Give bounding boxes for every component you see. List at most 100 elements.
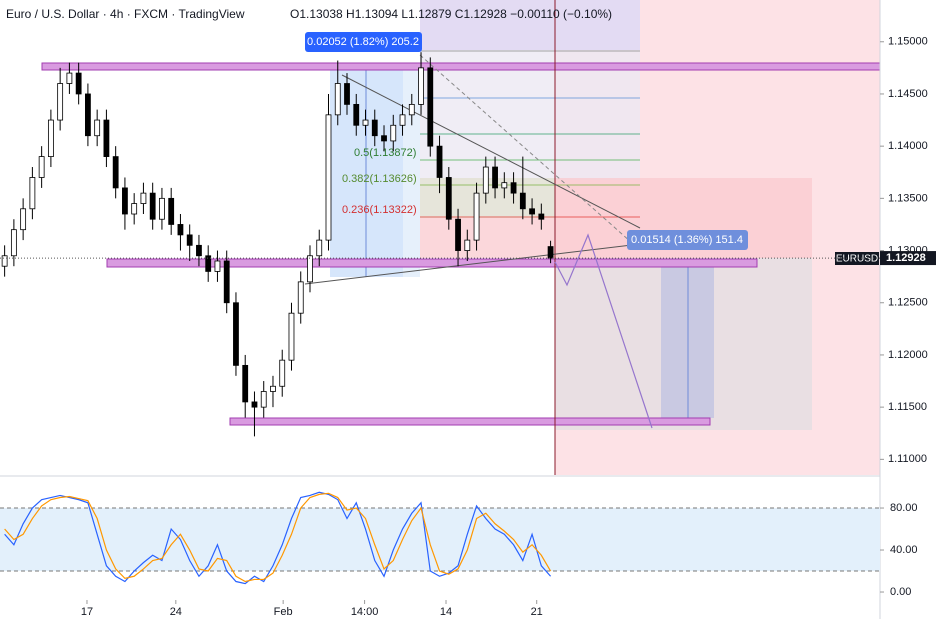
candle-body [168, 197, 175, 225]
candle-body [196, 244, 202, 257]
candle-body [501, 182, 508, 189]
candle-body [94, 119, 101, 137]
resistance-band [41, 62, 881, 71]
candle-body [529, 208, 535, 215]
candle-body [223, 260, 230, 304]
candle-body [307, 255, 313, 283]
candle-body [519, 192, 526, 210]
y-tick-label: 1.12500 [888, 297, 928, 309]
candle-body [353, 103, 360, 126]
y-tick-label: 80.00 [890, 502, 918, 514]
candle-body [112, 156, 119, 189]
candle-body [131, 203, 138, 215]
candle-body [334, 83, 341, 116]
y-tick-label: 1.15000 [888, 36, 928, 48]
x-tick-label: 17 [81, 606, 93, 618]
candle-body [186, 234, 193, 246]
candle-body [233, 302, 239, 366]
trend-line [341, 74, 641, 229]
range-box [403, 63, 420, 277]
candle-body [140, 192, 147, 204]
trend-line [304, 243, 641, 285]
candle-body [103, 119, 110, 157]
candle-body [297, 281, 304, 314]
candle-body [464, 239, 471, 251]
last-price-tag-bg [880, 251, 936, 266]
candle-body [288, 312, 295, 361]
measure-label: 0.02052 (1.82%) 205.2 [307, 36, 419, 48]
candle-body [344, 83, 350, 105]
candle-body [149, 192, 156, 220]
y-tick-label: 1.13500 [888, 192, 928, 204]
y-tick-label: 0.00 [890, 586, 911, 598]
y-tick-label: 1.11500 [888, 401, 927, 413]
x-tick-label: Feb [274, 606, 293, 618]
candle-body [427, 67, 434, 147]
last-price-tag: 1.12928 [886, 252, 926, 264]
measure-label-bg [627, 230, 748, 250]
measure-label-bg [305, 32, 422, 52]
fib-label: 0.382(1.13626) [342, 173, 417, 185]
candle-body [455, 218, 461, 251]
candle-body [214, 260, 221, 272]
measure-label: 0.01514 (1.36%) 151.4 [631, 234, 743, 246]
candle-body [418, 67, 424, 105]
x-tick-label: 21 [531, 606, 543, 618]
oscillator-line [4, 491, 552, 585]
projection [554, 233, 653, 429]
candle-body [242, 364, 249, 403]
candle-body [260, 391, 267, 408]
candle-body [57, 83, 64, 121]
candle-body [270, 385, 276, 392]
candle-body [159, 197, 165, 220]
candle-body [122, 187, 128, 215]
candle-body [279, 359, 286, 387]
drawings: 0.02052 (1.82%) 205.2 0.01514 (1.36%) 15… [41, 0, 881, 475]
y-tick-label: 1.14500 [888, 88, 928, 100]
measure-box [420, 0, 640, 50]
candle-body [510, 182, 517, 194]
candle-body [547, 246, 554, 259]
candle-body [205, 255, 212, 272]
y-tick-label: 1.12000 [888, 349, 928, 361]
ohlc-readout: O1.13038 H1.13094 L1.12879 C1.12928 −0.0… [290, 7, 612, 21]
target-band [229, 417, 711, 426]
candle-body [316, 239, 323, 257]
candle-body [473, 192, 480, 241]
candle-body [492, 166, 498, 189]
y-tick-label: 40.00 [890, 544, 918, 556]
oscillator-line [4, 492, 552, 583]
candle-body [436, 145, 443, 178]
oscillator-band [0, 508, 880, 572]
candle-body [66, 72, 73, 84]
candle-body [445, 177, 452, 220]
candle-body [251, 401, 258, 408]
candle-body [20, 208, 27, 231]
y-tick-label: 1.13000 [888, 244, 928, 256]
candle-body [538, 213, 545, 220]
candle-body [371, 119, 378, 137]
x-tick-label: 14:00 [351, 606, 379, 618]
candle-body [47, 119, 54, 157]
fib-label: 0.5(1.13872) [354, 147, 416, 159]
fib-label: 0.236(1.13322) [342, 204, 417, 216]
candle-body [177, 224, 184, 236]
candle-body [29, 177, 36, 210]
x-tick-label: 14 [440, 606, 452, 618]
candle-body [390, 124, 397, 142]
candle-body [75, 72, 82, 95]
symbol-tag-bg [835, 252, 879, 265]
candle-body [381, 135, 387, 142]
candle-body [85, 93, 91, 137]
support-band [106, 258, 758, 268]
candle-body [362, 119, 369, 126]
candle-body [38, 156, 45, 178]
candle-body [1, 255, 8, 267]
y-tick-label: 1.14000 [888, 140, 928, 152]
fib-zone [420, 50, 640, 180]
candle-body [482, 166, 489, 194]
chart-title: Euro / U.S. Dollar · 4h · FXCM · Trading… [6, 7, 245, 21]
candle-body [10, 229, 17, 257]
candle-body [408, 103, 415, 116]
